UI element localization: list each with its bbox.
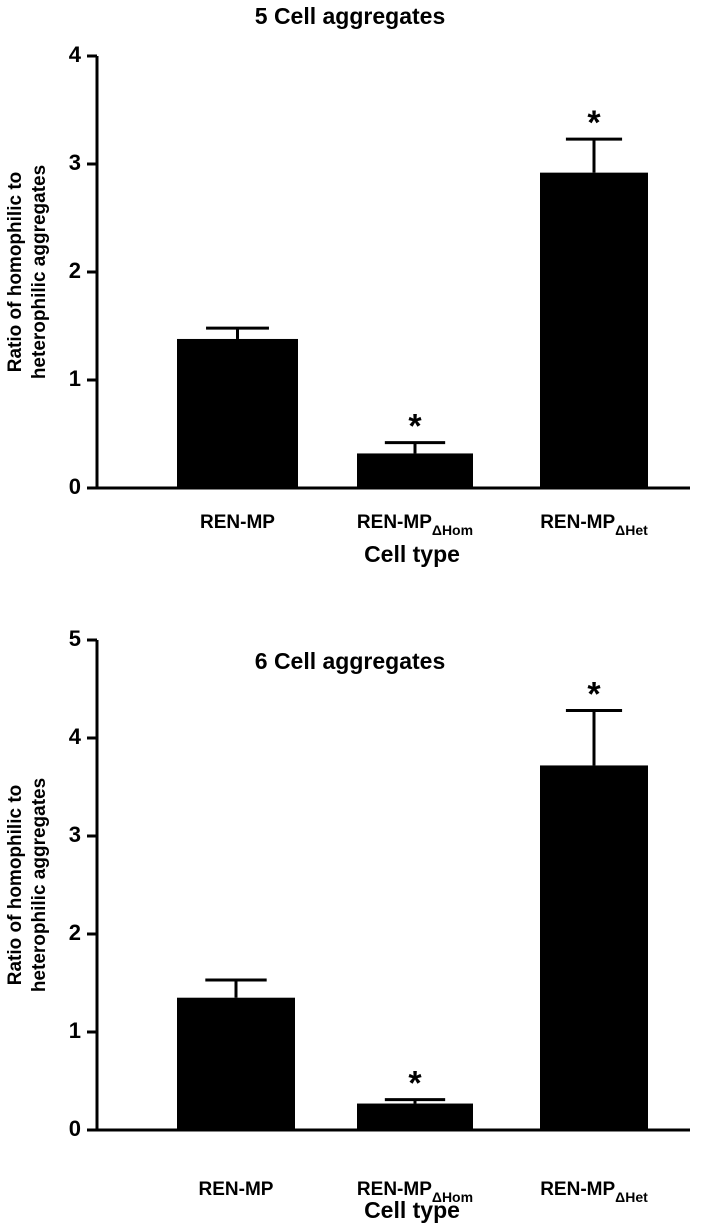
y-axis-label-line: Ratio of homophilic to	[5, 785, 26, 986]
x-axis-label: Cell type	[364, 1197, 460, 1223]
significance-mark: *	[408, 1065, 422, 1103]
x-tick-label: REN-MP	[199, 1179, 274, 1200]
x-tick-label: REN-MPΔHet	[540, 1179, 648, 1205]
y-axis-label: Ratio of homophilic to heterophilic aggre…	[5, 778, 50, 992]
bar	[540, 765, 648, 1130]
x-tick-label-subscript: ΔHom	[432, 522, 473, 538]
x-tick-label: REN-MP	[200, 512, 275, 533]
y-tick-label: 1	[69, 1018, 81, 1043]
bar	[177, 997, 295, 1130]
y-tick-label: 3	[69, 150, 81, 175]
chart: 6 Cell aggregates Ratio of homophilic to h…	[5, 626, 690, 1223]
x-tick-label-main: REN-MP	[357, 512, 432, 533]
x-tick-label: REN-MPΔHom	[357, 1179, 473, 1205]
x-tick-label-main: REN-MP	[357, 1179, 432, 1200]
chart-title: 5 Cell aggregates	[255, 3, 445, 29]
bar	[177, 338, 298, 488]
y-tick-label: 2	[69, 258, 81, 283]
y-tick-label: 0	[69, 474, 81, 499]
bar	[357, 453, 473, 488]
y-tick-label: 4	[69, 42, 82, 67]
y-axis-label: Ratio of homophilic to heterophilic aggre…	[5, 165, 50, 379]
y-tick-label: 4	[69, 724, 82, 749]
y-tick-label: 5	[69, 626, 81, 651]
x-tick-label-subscript: ΔHet	[615, 522, 648, 538]
y-axis-label-line: Ratio of homophilic to	[5, 172, 26, 373]
x-tick-label-subscript: ΔHet	[615, 1189, 648, 1205]
chart: 5 Cell aggregates Ratio of homophilic to h…	[5, 3, 690, 567]
x-tick-label-main: REN-MP	[540, 512, 615, 533]
y-tick-label: 3	[69, 822, 81, 847]
x-tick-label: REN-MPΔHom	[357, 512, 473, 538]
significance-mark: *	[587, 104, 601, 142]
significance-mark: *	[587, 676, 601, 714]
x-tick-label: REN-MPΔHet	[540, 512, 648, 538]
chart-title: 6 Cell aggregates	[255, 648, 445, 674]
x-tick-label-subscript: ΔHom	[432, 1189, 473, 1205]
x-axis-label: Cell type	[364, 541, 460, 567]
x-tick-label-main: REN-MP	[540, 1179, 615, 1200]
y-axis-label-line: heterophilic aggregates	[29, 165, 50, 379]
y-tick-label: 1	[69, 366, 81, 391]
bar	[540, 172, 648, 488]
bar	[357, 1103, 473, 1130]
y-tick-label: 2	[69, 920, 81, 945]
y-tick-label: 0	[69, 1116, 81, 1141]
y-axis-label-line: heterophilic aggregates	[29, 778, 50, 992]
significance-mark: *	[408, 408, 422, 446]
